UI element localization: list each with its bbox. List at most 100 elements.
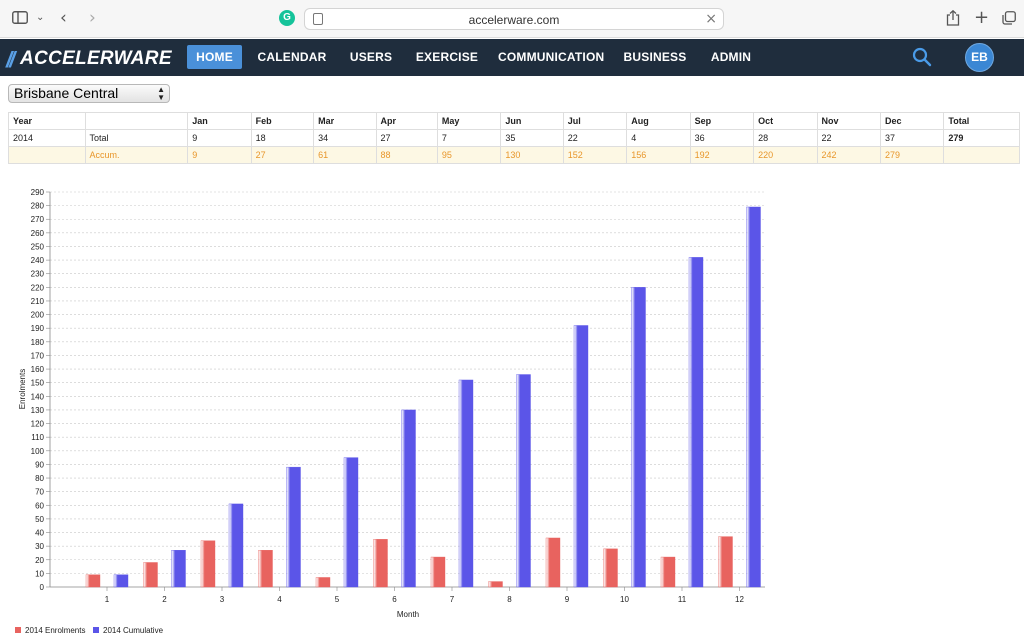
bar-enrolments[interactable] bbox=[603, 548, 618, 588]
y-tick-label: 10 bbox=[35, 569, 44, 578]
y-tick-label: 120 bbox=[31, 420, 45, 429]
table-cell: 22 bbox=[816, 129, 881, 147]
bar-enrolments[interactable] bbox=[430, 556, 446, 588]
bar-enrolments[interactable] bbox=[545, 537, 561, 588]
legend-swatch bbox=[15, 627, 21, 633]
nav-item-home[interactable]: HOME bbox=[187, 45, 242, 69]
search-icon[interactable] bbox=[912, 47, 932, 67]
table-cell: 36 bbox=[689, 129, 755, 147]
bar-cumulative[interactable] bbox=[458, 379, 474, 588]
nav-item-calendar[interactable]: CALENDAR bbox=[257, 50, 327, 64]
bar-cumulative[interactable] bbox=[401, 409, 416, 588]
close-icon[interactable]: × bbox=[705, 11, 717, 27]
table-cell: Jan bbox=[187, 112, 252, 130]
table-cell: Dec bbox=[879, 112, 945, 130]
bar-cumulative[interactable] bbox=[113, 574, 129, 588]
bar-cumulative[interactable] bbox=[228, 503, 244, 588]
back-arrow-icon[interactable]: ‹ bbox=[60, 8, 67, 28]
bar-cumulative[interactable] bbox=[688, 257, 704, 588]
table-cell: 9 bbox=[187, 146, 252, 164]
logo-slash-icon: // bbox=[6, 47, 15, 72]
avatar[interactable]: EB bbox=[965, 43, 994, 72]
table-cell: 27 bbox=[375, 129, 438, 147]
bar-cumulative[interactable] bbox=[286, 466, 301, 588]
bar-enrolments[interactable] bbox=[660, 556, 676, 588]
nav-item-admin[interactable]: ADMIN bbox=[710, 50, 752, 64]
table-cell bbox=[943, 146, 1020, 164]
table-cell: Total bbox=[943, 112, 1020, 130]
table-cell: Year bbox=[8, 112, 86, 130]
bar-cumulative[interactable] bbox=[746, 206, 761, 588]
share-icon[interactable] bbox=[946, 9, 960, 29]
table-cell: Sep bbox=[689, 112, 755, 130]
new-tab-icon[interactable]: + bbox=[974, 7, 990, 28]
y-tick-label: 90 bbox=[35, 460, 44, 469]
chart-legend: 2014 Enrolments 2014 Cumulative bbox=[15, 626, 164, 635]
bar-cumulative[interactable] bbox=[171, 550, 186, 588]
table-cell: 152 bbox=[562, 146, 628, 164]
x-tick-label: 5 bbox=[335, 595, 340, 604]
y-tick-label: 270 bbox=[31, 215, 45, 224]
sidebar-toggle-icon[interactable] bbox=[12, 11, 28, 27]
bar-enrolments[interactable] bbox=[315, 577, 331, 588]
y-axis-label: Enrolments bbox=[18, 369, 27, 409]
table-cell: 28 bbox=[753, 129, 818, 147]
location-select-value: Brisbane Central bbox=[14, 85, 119, 101]
select-arrows-icon: ▲ ▼ bbox=[157, 85, 165, 102]
nav-item-business[interactable]: BUSINESS bbox=[623, 50, 687, 64]
table-cell: 220 bbox=[753, 146, 818, 164]
address-bar[interactable]: accelerware.com × bbox=[304, 8, 724, 30]
main-navigation: // ACCELERWARE HOME CALENDAR USERS EXERC… bbox=[0, 39, 1024, 76]
bar-enrolments[interactable] bbox=[200, 540, 216, 588]
table-cell bbox=[8, 146, 86, 164]
url-text: accelerware.com bbox=[468, 13, 560, 27]
table-cell: 279 bbox=[879, 146, 945, 164]
x-tick-label: 8 bbox=[507, 595, 512, 604]
table-cell: 18 bbox=[250, 129, 315, 147]
bar-enrolments[interactable] bbox=[85, 574, 101, 588]
y-tick-label: 170 bbox=[31, 351, 45, 360]
x-tick-label: 11 bbox=[678, 595, 687, 604]
table-row-accum: Accum. 9 27 61 88 95 130 152 156 192 220 242 279 bbox=[8, 146, 1020, 164]
x-tick-label: 7 bbox=[450, 595, 455, 604]
table-cell: 242 bbox=[816, 146, 881, 164]
table-cell: Mar bbox=[313, 112, 377, 130]
chevron-down-icon[interactable]: ⌄ bbox=[36, 12, 45, 23]
bar-cumulative[interactable] bbox=[631, 287, 646, 588]
y-tick-label: 250 bbox=[31, 242, 45, 251]
table-cell: 2014 bbox=[8, 129, 86, 147]
x-tick-label: 12 bbox=[735, 595, 744, 604]
y-tick-label: 70 bbox=[35, 488, 44, 497]
logo-text: ACCELERWARE bbox=[20, 48, 172, 69]
bar-cumulative[interactable] bbox=[343, 457, 359, 588]
y-tick-label: 30 bbox=[35, 542, 44, 551]
bar-enrolments[interactable] bbox=[258, 550, 273, 588]
table-cell: 279 bbox=[943, 129, 1020, 147]
grammarly-icon[interactable]: G bbox=[279, 10, 295, 26]
table-cell: 37 bbox=[879, 129, 945, 147]
bar-enrolments[interactable] bbox=[718, 536, 733, 588]
bar-cumulative[interactable] bbox=[516, 374, 531, 588]
table-header-row: Year Jan Feb Mar Apr May Jun Jul Aug Sep Oct Nov Dec… bbox=[8, 112, 1020, 130]
x-tick-label: 2 bbox=[162, 595, 167, 604]
location-select[interactable]: Brisbane Central ▲ ▼ bbox=[8, 84, 170, 103]
x-tick-label: 6 bbox=[392, 595, 397, 604]
bar-cumulative[interactable] bbox=[573, 325, 589, 588]
y-tick-label: 180 bbox=[31, 338, 45, 347]
browser-toolbar: ⌄ ‹ › G accelerware.com × + bbox=[0, 0, 1024, 38]
tabs-overview-icon[interactable] bbox=[1002, 11, 1016, 28]
y-tick-label: 200 bbox=[31, 311, 45, 320]
y-tick-label: 290 bbox=[31, 188, 45, 197]
bar-enrolments[interactable] bbox=[488, 581, 503, 588]
bar-enrolments[interactable] bbox=[373, 539, 388, 588]
nav-item-communication[interactable]: COMMUNICATION bbox=[498, 50, 605, 64]
table-cell: Aug bbox=[626, 112, 691, 130]
nav-item-users[interactable]: USERS bbox=[349, 50, 393, 64]
bar-enrolments[interactable] bbox=[143, 562, 158, 588]
y-tick-label: 0 bbox=[40, 583, 45, 592]
table-cell: Total bbox=[84, 129, 189, 147]
y-tick-label: 190 bbox=[31, 324, 45, 333]
enrolments-chart: Enrolments Month 2014 Enrolments 2014 Cum… bbox=[15, 188, 765, 635]
forward-arrow-icon[interactable]: › bbox=[89, 8, 96, 28]
nav-item-exercise[interactable]: EXERCISE bbox=[415, 50, 479, 64]
